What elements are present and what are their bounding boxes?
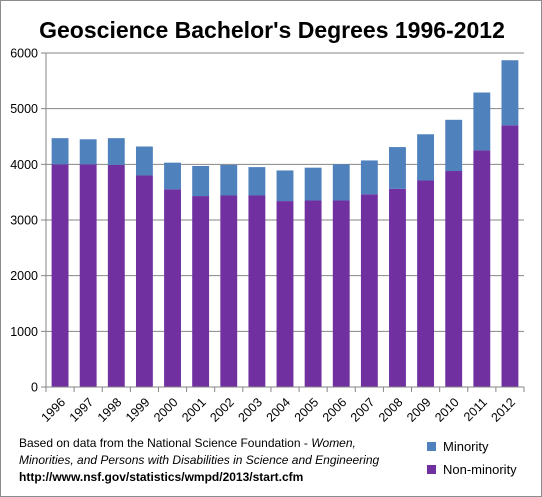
x-tick-label: 2006	[320, 395, 350, 425]
bar-minority-2010	[445, 119, 463, 172]
y-tick-label: 6000	[10, 47, 38, 61]
x-tick-label: 2002	[207, 395, 237, 425]
y-tick-label: 3000	[10, 214, 38, 228]
bar-minority-1996	[51, 138, 69, 165]
bar-non-minority-2001	[192, 196, 210, 387]
axes	[45, 53, 525, 392]
x-tick-label: 2008	[376, 395, 406, 425]
bar-non-minority-2003	[248, 195, 266, 387]
bar-non-minority-2008	[389, 188, 406, 387]
bar-non-minority-2007	[360, 194, 378, 387]
bar-minority-2007	[360, 160, 378, 195]
y-tick-label: 2000	[10, 269, 38, 283]
x-tick-label: 1998	[95, 395, 125, 425]
bar-minority-2008	[389, 147, 406, 189]
bar-minority-2005	[304, 167, 322, 201]
bar-non-minority-2012	[501, 125, 519, 387]
y-tick-label: 4000	[10, 158, 38, 172]
source-line-2: Minorities, and Persons with Disabilitie…	[19, 453, 380, 467]
source-note: Based on data from the National Science …	[19, 436, 380, 484]
bar-non-minority-1999	[135, 175, 153, 387]
bar-minority-2000	[164, 162, 181, 190]
x-tick-label: 2011	[461, 395, 490, 424]
bar-minority-2009	[417, 134, 435, 181]
x-tick-label: 2012	[488, 395, 518, 425]
y-tick-label: 1000	[10, 325, 38, 339]
x-tick-label: 2007	[348, 395, 378, 425]
bar-minority-2003	[248, 167, 266, 196]
x-tick-label: 2004	[264, 395, 294, 425]
bar-minority-2001	[192, 166, 210, 197]
bar-non-minority-2004	[276, 201, 294, 387]
x-axis-tick-labels: 1996199719981999200020012002200320042005…	[39, 395, 518, 425]
bar-non-minority-2009	[417, 180, 435, 387]
y-axis-tick-labels: 0 1000 2000 3000 4000 5000 6000	[10, 47, 38, 395]
bar-non-minority-2005	[304, 200, 322, 387]
bar-non-minority-1997	[79, 164, 97, 387]
x-tick-label: 2005	[292, 395, 322, 425]
bar-minority-1998	[107, 138, 125, 165]
x-tick-label: 2009	[404, 395, 434, 425]
bar-non-minority-2011	[473, 150, 491, 387]
bar-non-minority-1998	[107, 164, 125, 387]
source-line-1-prefix: Based on data from the National Science …	[19, 436, 311, 450]
bar-non-minority-2010	[445, 171, 463, 387]
bar-minority-2002	[220, 164, 238, 196]
source-line-1-italic: Women,	[311, 436, 356, 450]
bar-minority-1999	[135, 146, 153, 176]
bar-minority-1997	[79, 139, 97, 165]
bars	[51, 60, 519, 387]
x-tick-label: 1996	[39, 395, 69, 425]
bar-minority-2004	[276, 170, 294, 202]
x-tick-label: 2001	[179, 395, 209, 425]
x-tick-label: 2010	[432, 395, 462, 425]
x-tick-label: 2000	[151, 395, 181, 425]
legend-swatch-minority	[427, 442, 436, 451]
bar-minority-2011	[473, 92, 491, 151]
bar-minority-2012	[501, 60, 519, 126]
source-line-1: Based on data from the National Science …	[19, 436, 356, 450]
bar-non-minority-2002	[220, 195, 238, 387]
legend-label-non-minority: Non-minority	[443, 462, 517, 477]
x-tick-label: 2003	[235, 395, 265, 425]
chart-title: Geoscience Bachelor's Degrees 1996-2012	[39, 17, 505, 43]
bar-minority-2006	[332, 164, 350, 201]
legend-label-minority: Minority	[443, 439, 489, 454]
legend: Minority Non-minority	[427, 439, 517, 477]
x-tick-label: 1997	[67, 395, 97, 425]
y-tick-label: 0	[31, 381, 38, 395]
x-tick-label: 1999	[123, 395, 153, 425]
y-tick-label: 5000	[10, 102, 38, 116]
bar-non-minority-1996	[51, 164, 69, 387]
bar-non-minority-2000	[164, 189, 181, 387]
legend-swatch-non-minority	[427, 465, 436, 474]
bar-non-minority-2006	[332, 200, 350, 387]
source-line-3: http://www.nsf.gov/statistics/wmpd/2013/…	[19, 470, 303, 484]
